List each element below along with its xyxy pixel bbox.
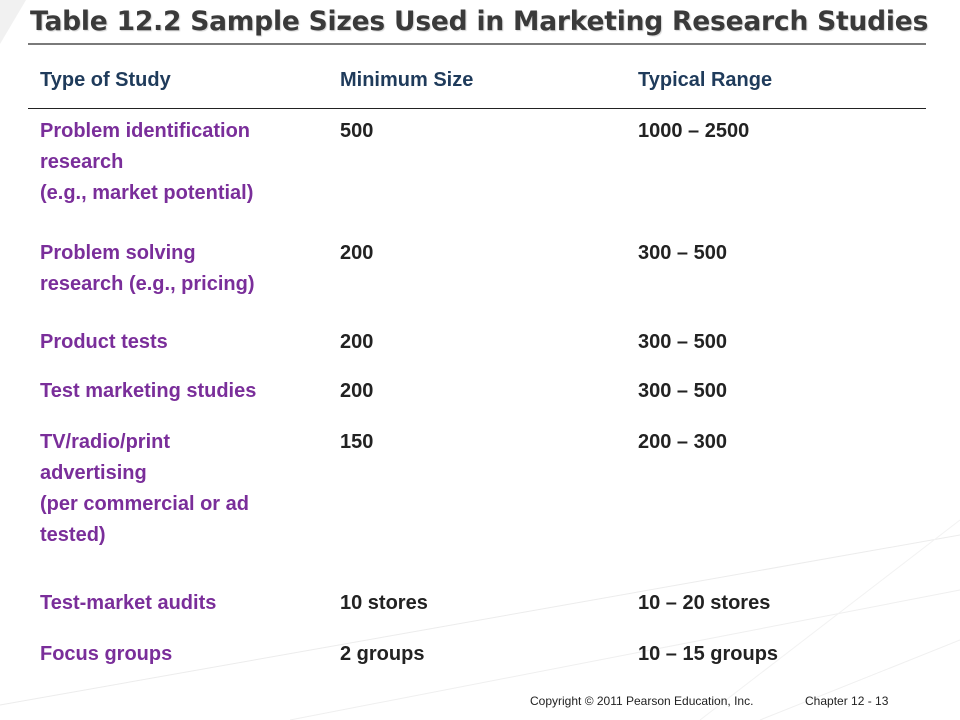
column-header-type-of-study: Type of Study [40, 69, 171, 91]
study-line: TV/radio/print [40, 431, 170, 453]
table-row-study: Test-market audits [40, 588, 310, 619]
table-row-range: 300 – 500 [638, 242, 727, 264]
chapter-page-number: Chapter 12 - 13 [805, 694, 889, 708]
table-row-range: 300 – 500 [638, 331, 727, 353]
table-row-study: Focus groups [40, 639, 310, 670]
study-line: (per commercial or ad [40, 493, 249, 515]
study-line: (e.g., market potential) [40, 182, 254, 204]
slide-title: Table 12.2 Sample Sizes Used in Marketin… [30, 6, 929, 37]
table-row-range: 10 – 20 stores [638, 592, 771, 614]
title-divider [28, 43, 926, 45]
column-header-typical-range: Typical Range [638, 69, 773, 91]
table-row-study: Test marketing studies [40, 376, 310, 407]
table-row-range: 10 – 15 groups [638, 643, 779, 665]
study-line: research (e.g., pricing) [40, 273, 255, 295]
table-row-study: TV/radio/print advertising (per commerci… [40, 427, 310, 551]
table-row-range: 300 – 500 [638, 380, 727, 402]
table-row-study: Problem identification research (e.g., m… [40, 116, 310, 209]
table-row-minimum: 200 [340, 242, 374, 264]
study-line: tested) [40, 524, 106, 546]
table-row-minimum: 2 groups [340, 643, 425, 665]
table-row-study: Problem solving research (e.g., pricing) [40, 238, 310, 300]
header-divider [28, 108, 926, 109]
study-line: advertising [40, 462, 147, 484]
table-row-minimum: 10 stores [340, 592, 428, 614]
study-line: Focus groups [40, 643, 173, 665]
table-row-minimum: 200 [340, 380, 374, 402]
study-line: Problem solving [40, 242, 196, 264]
table-row-range: 1000 – 2500 [638, 120, 750, 142]
column-header-minimum-size: Minimum Size [340, 69, 474, 91]
study-line: Product tests [40, 331, 168, 353]
study-line: Test marketing studies [40, 380, 257, 402]
study-line: Problem identification [40, 120, 251, 142]
study-line: research [40, 151, 124, 173]
study-line: Test-market audits [40, 592, 217, 614]
table-row-minimum: 500 [340, 120, 374, 142]
table-row-range: 200 – 300 [638, 431, 727, 453]
copyright-notice: Copyright © 2011 Pearson Education, Inc. [530, 694, 754, 708]
table-row-minimum: 150 [340, 431, 374, 453]
table-row-minimum: 200 [340, 331, 374, 353]
table-row-study: Product tests [40, 327, 310, 358]
